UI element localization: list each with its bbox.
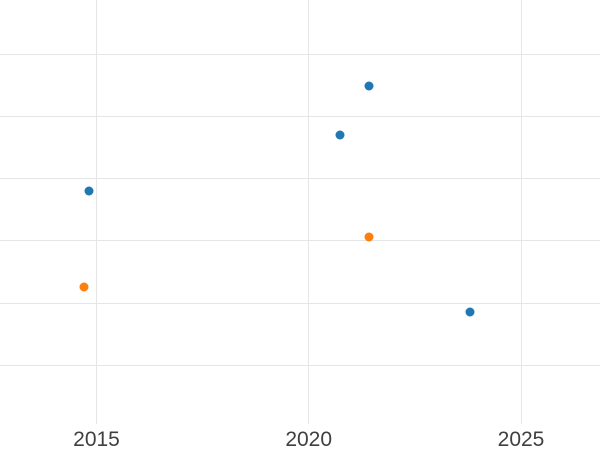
x-axis-tick-label: 2020 bbox=[285, 428, 333, 450]
x-axis-tick-label: 2015 bbox=[73, 428, 120, 450]
horizontal-gridline bbox=[0, 116, 600, 117]
series-blue-point bbox=[364, 81, 374, 91]
horizontal-gridline bbox=[0, 53, 600, 55]
horizontal-gridline bbox=[0, 178, 600, 180]
horizontal-gridline bbox=[0, 240, 600, 242]
horizontal-gridline bbox=[0, 364, 600, 366]
series-blue-point bbox=[84, 186, 94, 196]
x-axis-tick-label: 2025 bbox=[497, 428, 545, 450]
series-orange-point bbox=[79, 282, 89, 292]
vertical-gridline bbox=[96, 0, 97, 424]
vertical-gridline bbox=[520, 0, 522, 424]
series-blue-point bbox=[335, 130, 345, 140]
series-blue-point bbox=[465, 307, 475, 317]
vertical-gridline bbox=[308, 0, 310, 424]
series-orange-point bbox=[364, 232, 374, 242]
horizontal-gridline bbox=[0, 302, 600, 304]
